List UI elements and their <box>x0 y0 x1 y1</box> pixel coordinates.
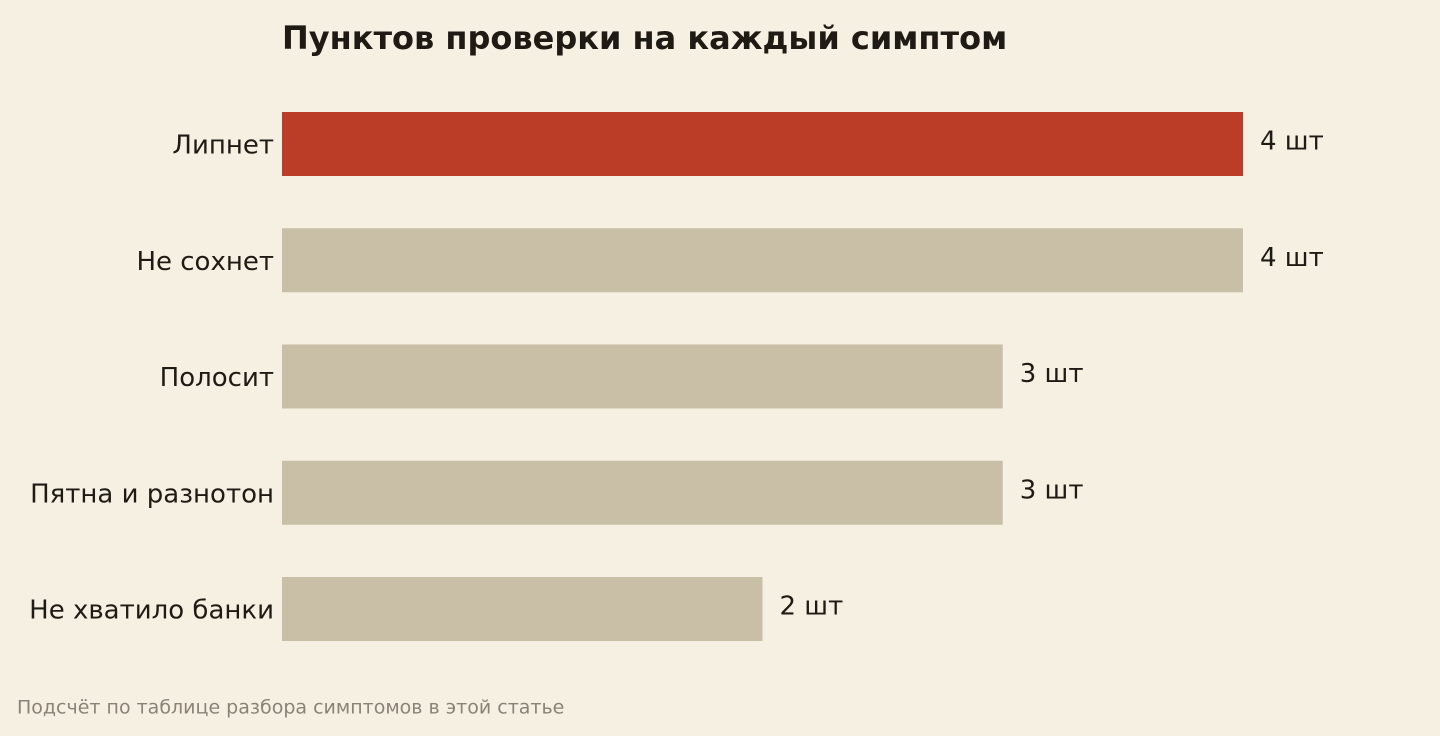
category-label: Липнет <box>172 131 274 161</box>
footnote: Подсчёт по таблице разбора симптомов в э… <box>17 697 564 719</box>
value-label: 4 шт <box>1260 243 1324 273</box>
bar <box>282 460 1003 525</box>
chart-title: Пунктов проверки на каждый симптом <box>282 19 1007 57</box>
category-label: Не хватило банки <box>29 596 274 626</box>
category-label: Полосит <box>160 363 274 393</box>
bar <box>282 344 1003 409</box>
value-label: 4 шт <box>1260 127 1324 157</box>
category-label: Не сохнет <box>136 247 274 277</box>
value-label: 3 шт <box>1020 359 1084 389</box>
category-label: Пятна и разнотон <box>30 479 274 509</box>
bar <box>282 228 1243 293</box>
value-label: 3 шт <box>1020 475 1084 505</box>
bar <box>282 577 763 641</box>
value-label: 2 шт <box>780 592 844 622</box>
bar <box>282 112 1243 176</box>
